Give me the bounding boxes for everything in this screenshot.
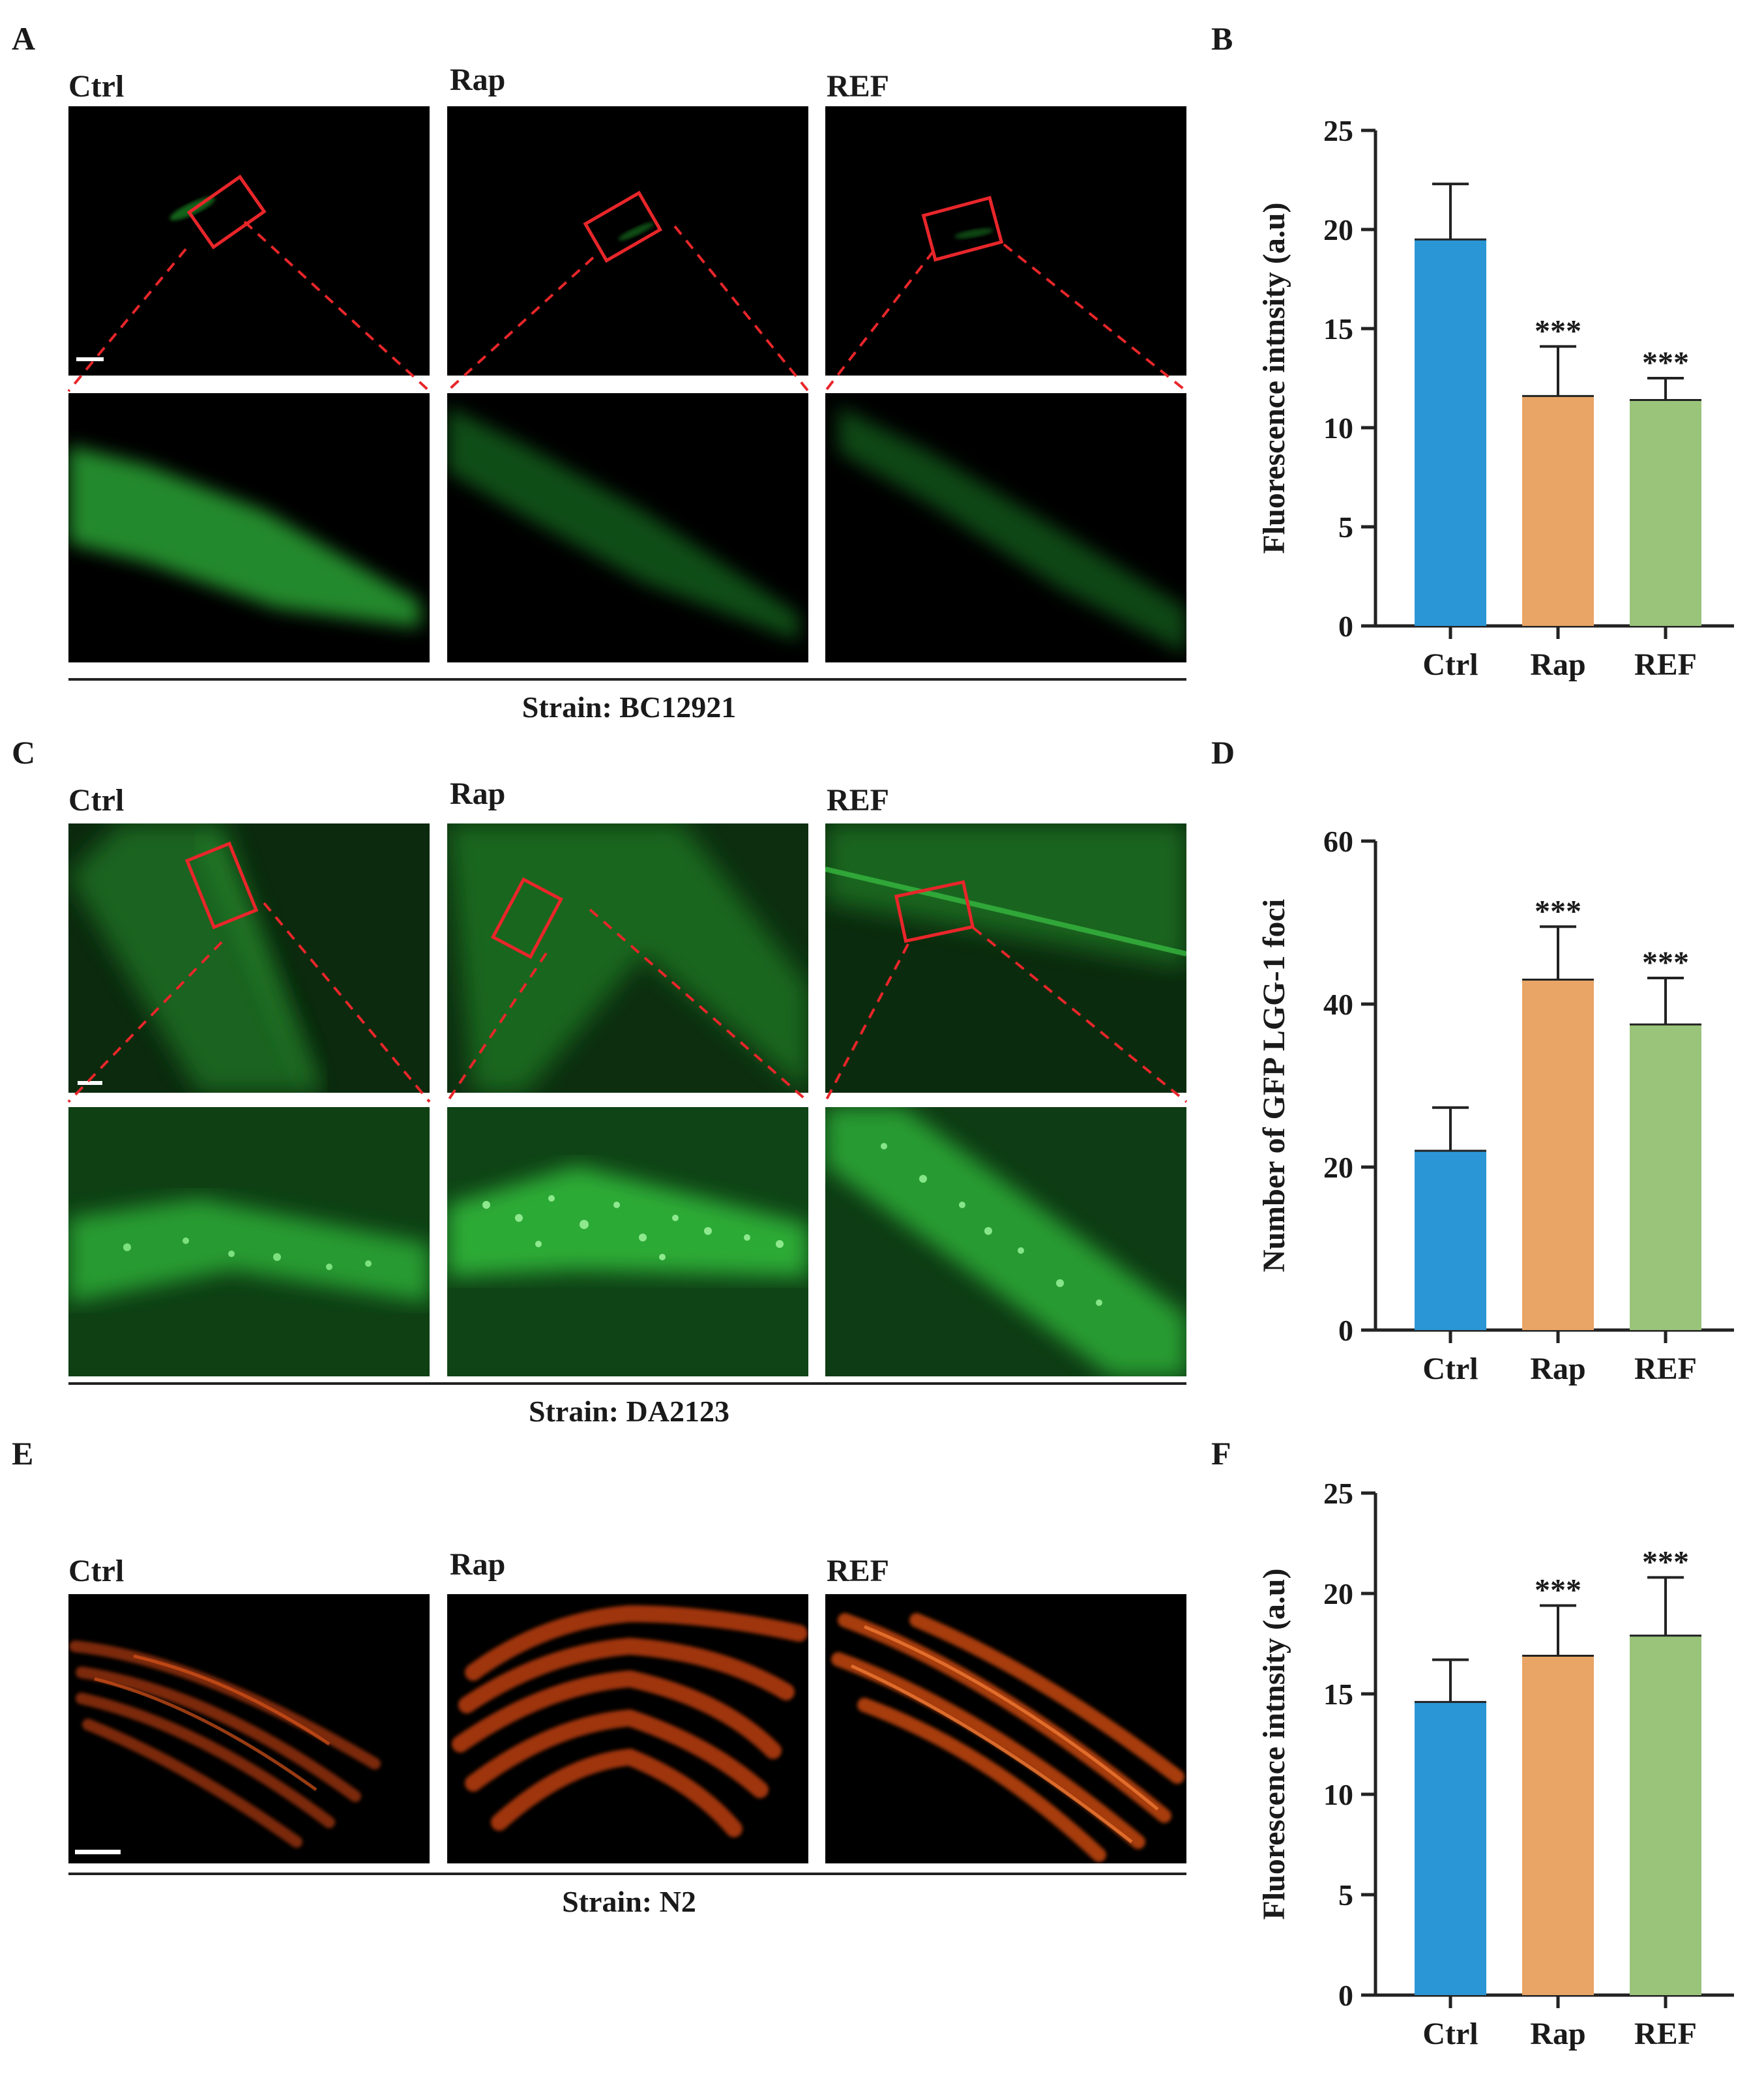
col-label-ref: REF [827,69,889,104]
y-tick-label: 10 [1323,1778,1353,1811]
significance-label: *** [1535,314,1581,348]
y-axis-label: Number of GFP LGG-1 foci [1257,899,1291,1272]
y-tick-label: 10 [1323,411,1353,445]
panel-letter-a: A [12,20,36,57]
bar-ctrl [1415,1702,1486,1995]
y-tick-label: 20 [1323,213,1353,246]
col-label-rap: Rap [450,777,506,811]
bar-rap [1522,979,1594,1330]
y-tick-label: 5 [1338,1878,1353,1912]
col-label-ctrl: Ctrl [68,783,125,818]
strain-label-a: Strain: BC12921 [522,690,737,724]
panel-letter-d: D [1211,734,1235,771]
x-tick-label: REF [1634,2017,1697,2051]
strain-rule-a [68,678,1186,681]
y-tick-label: 20 [1323,1577,1353,1610]
x-tick-label: Ctrl [1422,2017,1478,2051]
micrograph-a-ctrl-overview [68,106,430,376]
col-label-ctrl: Ctrl [68,1554,125,1588]
strain-rule-c [68,1382,1186,1385]
y-tick-label: 15 [1323,312,1353,346]
significance-label: *** [1535,1573,1581,1607]
micrograph-a-ref-overview [825,106,1186,376]
micrograph-a-rap-overview [447,106,808,376]
x-tick-label: Rap [1530,2017,1585,2051]
bar-ctrl [1415,1151,1486,1330]
panel-letter-b: B [1211,20,1233,57]
y-tick-label: 0 [1338,1314,1353,1347]
x-tick-label: Ctrl [1422,647,1478,682]
significance-label: *** [1642,346,1689,380]
x-tick-label: REF [1634,647,1697,682]
y-tick-label: 25 [1323,114,1353,147]
bar-chart-b: 0 5 10 15 20 25 Fluorescence intnsity (a.u) Ctr… [1257,114,1734,682]
micrograph-a-rap-zoom [447,393,808,662]
bar-ref [1630,400,1701,626]
y-axis-label: Fluorescence intnsity (a.u) [1257,1568,1291,1919]
x-tick-label: Rap [1530,1352,1585,1386]
strain-label-c: Strain: DA2123 [529,1395,729,1428]
zoom-guides-c [67,902,1188,1103]
significance-label: *** [1642,945,1689,980]
y-tick-label: 5 [1338,511,1353,544]
bar-ref [1630,1024,1701,1330]
micrograph-c-ref-zoom [825,1107,1186,1376]
significance-label: *** [1535,894,1581,928]
col-label-rap: Rap [450,63,506,97]
micrograph-c-rap-zoom [447,1107,808,1376]
col-label-ctrl: Ctrl [68,69,125,104]
x-tick-label: Ctrl [1422,1352,1478,1386]
panel-letter-c: C [12,734,36,771]
strain-rule-e [68,1873,1186,1875]
significance-label: *** [1642,1545,1689,1579]
micrograph-c-ref-overview [825,823,1186,1093]
x-tick-label: REF [1634,1352,1697,1386]
micrograph-a-ctrl-zoom [68,393,430,662]
micrograph-e-ref [825,1594,1186,1863]
y-tick-label: 25 [1323,1477,1353,1510]
bar-chart-f: 0 5 10 15 20 25 Fluorescence intnsity (a.u) Ctr… [1257,1477,1734,2051]
y-tick-label: 60 [1323,825,1353,858]
y-tick-label: 15 [1323,1678,1353,1711]
panel-letter-f: F [1211,1435,1231,1472]
x-tick-label: Rap [1530,647,1585,682]
y-tick-label: 0 [1338,1979,1353,2012]
zoom-guides-a [67,220,1188,393]
y-tick-label: 40 [1323,988,1353,1021]
micrograph-e-rap [447,1594,808,1863]
y-tick-label: 0 [1338,610,1353,643]
bar-rap [1522,1655,1594,1995]
strain-label-e: Strain: N2 [562,1885,696,1918]
y-axis-label: Fluorescence intnsity (a.u) [1257,202,1291,554]
micrograph-a-ref-zoom [825,393,1186,662]
col-label-rap: Rap [450,1547,506,1582]
bar-ref [1630,1635,1701,1995]
col-label-ref: REF [827,783,889,818]
bar-chart-d: 0 20 40 60 Number of GFP LGG-1 foci Ctrl Rap **… [1257,825,1734,1386]
y-tick-label: 20 [1323,1151,1353,1184]
bar-rap [1522,396,1594,626]
micrograph-e-ctrl [68,1594,430,1863]
panel-letter-e: E [12,1435,34,1472]
micrograph-c-ctrl-overview [68,823,430,1093]
micrograph-c-ctrl-zoom [68,1107,430,1376]
bar-ctrl [1415,239,1486,626]
col-label-ref: REF [827,1554,889,1588]
